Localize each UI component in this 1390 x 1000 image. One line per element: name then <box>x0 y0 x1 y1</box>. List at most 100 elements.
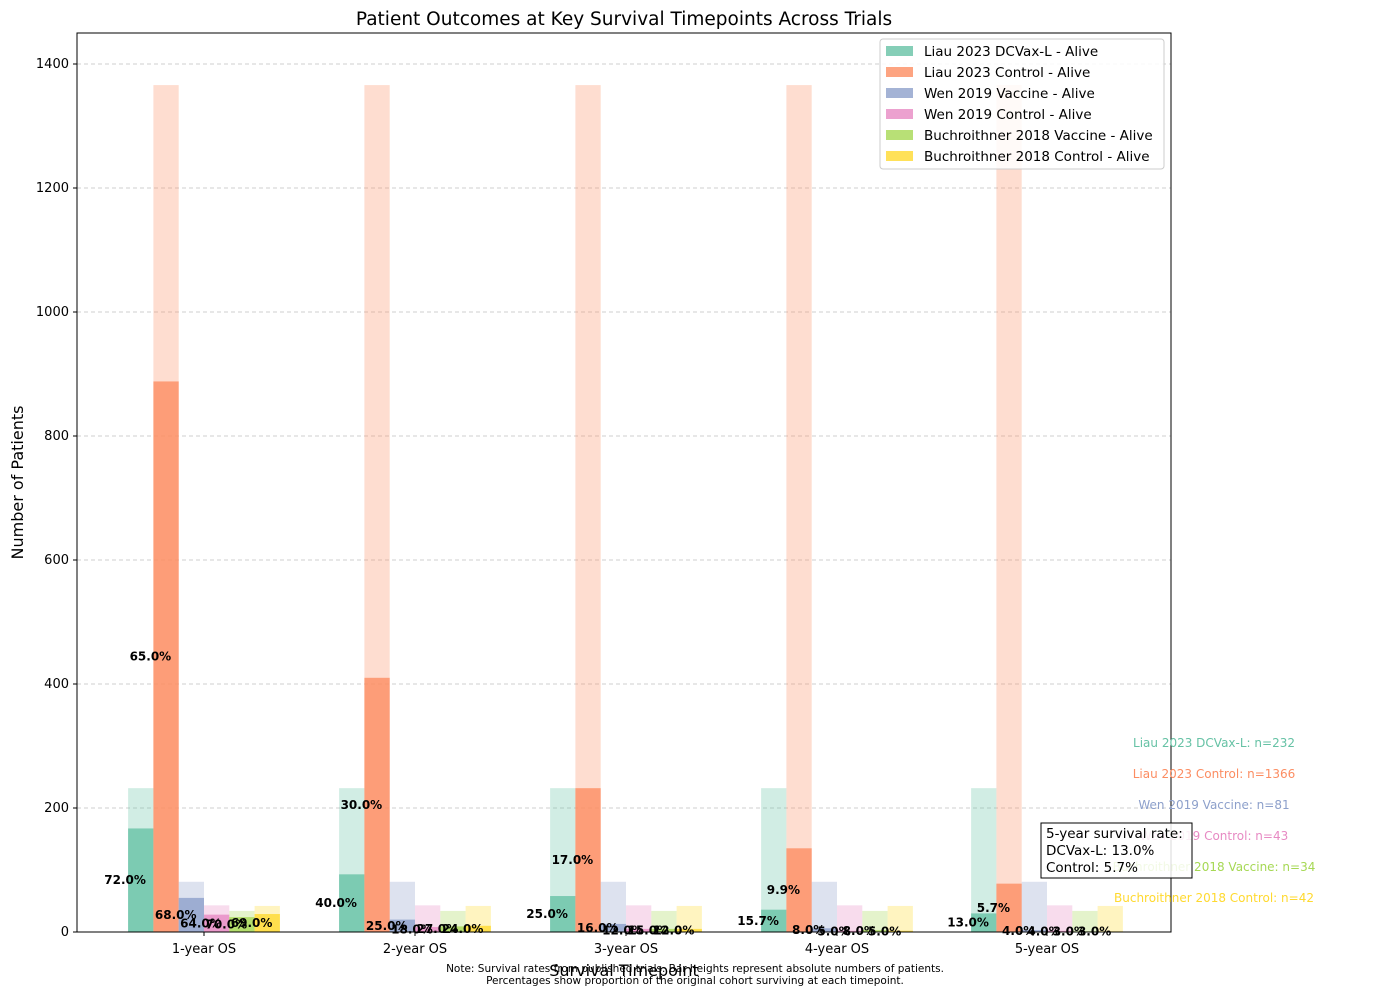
alive-bar <box>786 848 812 932</box>
annotation-line: DCVax-L: 13.0% <box>1046 843 1155 859</box>
alive-bar <box>1021 930 1047 932</box>
data-labels: 72.0% 40.0% 25.0% 15.7% 13.0% 65.0% 30.0% 17.0%… <box>104 650 1111 939</box>
data-label: 8.0% <box>843 924 876 938</box>
data-label: 12.0% <box>653 923 695 937</box>
legend-swatch <box>886 109 913 119</box>
legend-swatch <box>886 151 913 161</box>
alive-bar <box>364 677 390 932</box>
alive-bar <box>440 926 466 932</box>
x-axis: 1-year OS 2-year OS 3-year OS 4-year OS 5-ye… <box>172 932 1079 957</box>
legend: Liau 2023 DCVax-L - Alive Liau 2023 Contr… <box>879 38 1165 170</box>
y-tick-label: 1400 <box>36 57 69 72</box>
alive-bar <box>254 914 280 932</box>
x-tick-label: 5-year OS <box>1015 942 1079 957</box>
legend-swatch <box>886 130 913 140</box>
alive-bar <box>862 930 888 932</box>
data-label: 16.0% <box>577 921 619 935</box>
cohort-bar <box>996 85 1022 932</box>
cohort-label: Wen 2019 Vaccine: n=81 <box>1138 798 1289 812</box>
cohort-bar <box>1097 905 1123 932</box>
data-label: 69.0% <box>231 916 273 930</box>
data-label: 9.9% <box>767 883 800 897</box>
chart-title: Patient Outcomes at Key Survival Timepoi… <box>356 9 892 30</box>
cohort-bar <box>811 881 837 932</box>
cohort-bar <box>676 905 702 932</box>
legend-label: Wen 2019 Vaccine - Alive <box>924 86 1095 102</box>
alive-bar <box>626 928 652 932</box>
cohort-bar <box>862 910 888 932</box>
y-axis-label: Number of Patients <box>8 406 27 560</box>
y-tick-label: 0 <box>61 925 69 940</box>
alive-bar <box>600 923 626 932</box>
data-label: 70.0% <box>205 918 247 932</box>
cohort-label: Liau 2023 DCVax-L: n=232 <box>1133 736 1295 750</box>
legend-frame <box>879 38 1165 170</box>
cohort-bar <box>626 905 652 932</box>
legend-swatch <box>886 46 913 56</box>
annotation-frame <box>1040 822 1193 879</box>
gridlines <box>77 63 1171 933</box>
x-tick-label: 1-year OS <box>172 942 236 957</box>
alive-bar <box>389 919 415 932</box>
legend-label: Buchroithner 2018 Control - Alive <box>924 149 1150 165</box>
cohort-bar <box>837 905 863 932</box>
alive-bar <box>204 914 230 932</box>
bars <box>128 85 1123 932</box>
data-label: 30.0% <box>341 798 383 812</box>
plot-frame <box>76 32 1172 933</box>
data-label: 65.0% <box>130 650 172 664</box>
alive-bar <box>761 909 787 932</box>
cohort-bar <box>1072 910 1098 932</box>
data-label: 15.0% <box>627 923 669 937</box>
data-label: 24.0% <box>442 922 484 936</box>
annotation-box: 5-year survival rate:DCVax-L: 13.0%Contr… <box>1040 822 1193 879</box>
alive-bar <box>575 788 601 932</box>
data-label: 17.0% <box>552 853 594 867</box>
data-label: 5.0% <box>817 924 850 938</box>
data-label: 64.0% <box>180 916 222 930</box>
alive-bar <box>1047 930 1073 932</box>
y-tick-label: 400 <box>44 677 69 692</box>
cohort-bar <box>1021 881 1047 932</box>
alive-bar <box>415 927 441 932</box>
x-tick-label: 3-year OS <box>594 942 658 957</box>
cohort-bar <box>600 881 626 932</box>
data-label: 5.7% <box>977 901 1010 915</box>
legend-label: Liau 2023 Control - Alive <box>924 65 1090 81</box>
cohort-label: Buchroithner 2018 Control: n=42 <box>1114 891 1314 905</box>
alive-bar <box>339 874 365 932</box>
alive-bar <box>651 928 677 932</box>
alive-bar <box>465 925 491 932</box>
data-label: 8.0% <box>792 923 825 937</box>
cohort-bar <box>1047 905 1073 932</box>
alive-bar <box>676 928 702 932</box>
x-tick-label: 2-year OS <box>383 942 447 957</box>
legend-label: Liau 2023 DCVax-L - Alive <box>924 44 1098 60</box>
cohort-bar <box>786 85 812 932</box>
alive-bar <box>229 917 255 932</box>
alive-bar <box>128 828 154 932</box>
footnote-line: Note: Survival rates from published tria… <box>446 963 944 975</box>
y-axis: 0 200 400 600 800 1000 1200 1400 <box>36 57 77 940</box>
y-tick-label: 1000 <box>36 305 69 320</box>
cohort-labels: Liau 2023 DCVax-L: n=232 Liau 2023 Contro… <box>1113 736 1316 905</box>
legend-swatch <box>886 88 913 98</box>
alive-bar <box>153 381 179 932</box>
data-label: 72.0% <box>104 873 146 887</box>
data-label: 13.0% <box>947 916 989 930</box>
cohort-label: Liau 2023 Control: n=1366 <box>1133 767 1296 781</box>
alive-bar <box>996 883 1022 932</box>
alive-bar <box>811 928 837 932</box>
annotation-line: 5-year survival rate: <box>1046 826 1183 842</box>
data-label: 4.0% <box>1027 924 1060 938</box>
data-label: 4.0% <box>1002 924 1035 938</box>
y-tick-label: 600 <box>44 553 69 568</box>
y-tick-label: 1200 <box>36 181 69 196</box>
data-label: 5.0% <box>868 924 901 938</box>
cohort-bar <box>651 910 677 932</box>
data-label: 27.0% <box>416 922 458 936</box>
alive-bar <box>887 930 913 932</box>
annotation-line: Control: 5.7% <box>1046 860 1138 876</box>
data-label: 68.0% <box>155 908 197 922</box>
